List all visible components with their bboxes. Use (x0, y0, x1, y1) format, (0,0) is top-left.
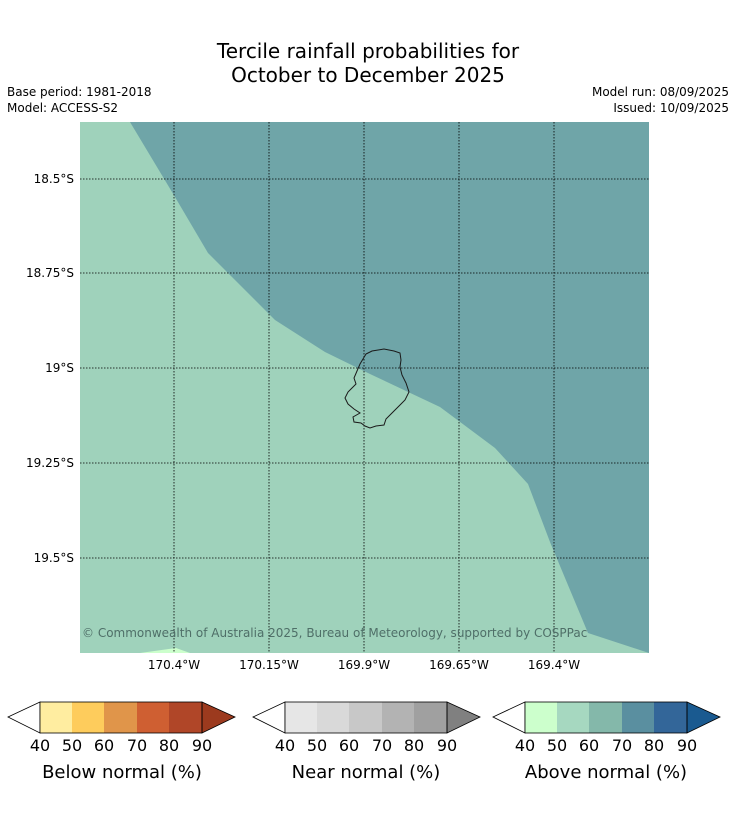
colorbar-tick: 80 (403, 736, 425, 755)
colorbar-near-normal (252, 701, 481, 734)
lon-label: 169.65°W (429, 658, 489, 672)
colorbar-tick: 80 (643, 736, 665, 755)
colorbar-below-normal (7, 701, 236, 734)
base-period: Base period: 1981-2018 (7, 85, 152, 99)
lon-label: 169.4°W (527, 658, 581, 672)
metadata-right: Model run: 08/09/2025 Issued: 10/09/2025 (592, 84, 729, 116)
colorbar-swatch (40, 702, 73, 733)
colorbar-tick: 90 (676, 736, 698, 755)
colorbar-swatch (589, 702, 622, 733)
colorbar-tick: 70 (611, 736, 633, 755)
colorbar-under-triangle (492, 701, 526, 734)
graticule (80, 122, 649, 653)
colorbar-over-triangle (686, 701, 721, 734)
colorbar-tick: 90 (191, 736, 213, 755)
colorbar-swatch (414, 702, 447, 733)
chart-title-line-2: October to December 2025 (231, 63, 505, 87)
lon-label: 170.4°W (147, 658, 201, 672)
colorbar-title-above-normal: Above normal (%) (524, 762, 688, 783)
colorbar-title-near-normal: Near normal (%) (291, 762, 441, 783)
colorbar-tick: 50 (306, 736, 328, 755)
colorbar-tick: 40 (514, 736, 536, 755)
colorbar-tick: 70 (371, 736, 393, 755)
colorbar-swatch (622, 702, 655, 733)
colorbar-swatch (525, 702, 558, 733)
colorbar-tick: 80 (158, 736, 180, 755)
colorbar-outline (524, 701, 688, 734)
lon-label: 169.9°W (337, 658, 391, 672)
colorbar-swatch (72, 702, 105, 733)
chart-title-line-1: Tercile rainfall probabilities for (216, 39, 520, 63)
region-above-40-50 (140, 648, 190, 653)
lat-label: 19°S (45, 361, 74, 375)
colorbar-tick: 40 (29, 736, 51, 755)
colorbar-swatch (382, 702, 415, 733)
probability-map: © Commonwealth of Australia 2025, Bureau… (80, 122, 649, 653)
colorbar-tick: 60 (578, 736, 600, 755)
colorbar-under-triangle (7, 701, 41, 734)
colorbar-tick: 50 (61, 736, 83, 755)
colorbar-swatch (557, 702, 590, 733)
lat-label: 19.25°S (26, 456, 74, 470)
colorbar-under-triangle (252, 701, 286, 734)
issued-date: Issued: 10/09/2025 (613, 101, 729, 115)
colorbar-tick: 90 (436, 736, 458, 755)
colorbar-tick: 40 (274, 736, 296, 755)
colorbar-outline (284, 701, 448, 734)
colorbar-outline (39, 701, 203, 734)
colorbar-over-triangle (446, 701, 481, 734)
colorbar-swatch (654, 702, 687, 733)
colorbar-title-below-normal: Below normal (%) (42, 762, 202, 783)
colorbar-over-triangle (201, 701, 236, 734)
colorbar-swatch (317, 702, 350, 733)
lat-label: 18.5°S (33, 172, 74, 186)
niue-island-coastline (344, 348, 410, 429)
metadata-left: Base period: 1981-2018 Model: ACCESS-S2 (7, 84, 152, 116)
colorbar-swatch (285, 702, 318, 733)
colorbar-tick: 70 (126, 736, 148, 755)
colorbar-swatch (137, 702, 170, 733)
colorbar-tick: 50 (546, 736, 568, 755)
region-above-70-80 (130, 122, 649, 653)
colorbar-swatch (104, 702, 137, 733)
colorbar-above-normal (492, 701, 721, 734)
copyright-notice: © Commonwealth of Australia 2025, Bureau… (82, 626, 587, 640)
lat-label: 18.75°S (26, 266, 74, 280)
colorbar-tick: 60 (93, 736, 115, 755)
colorbar-tick: 60 (338, 736, 360, 755)
model-run-date: Model run: 08/09/2025 (591, 85, 729, 99)
model-name: Model: ACCESS-S2 (7, 101, 119, 115)
colorbar-swatch (169, 702, 202, 733)
lon-label: 170.15°W (239, 658, 299, 672)
colorbar-swatch (349, 702, 382, 733)
lat-label: 19.5°S (33, 551, 74, 565)
